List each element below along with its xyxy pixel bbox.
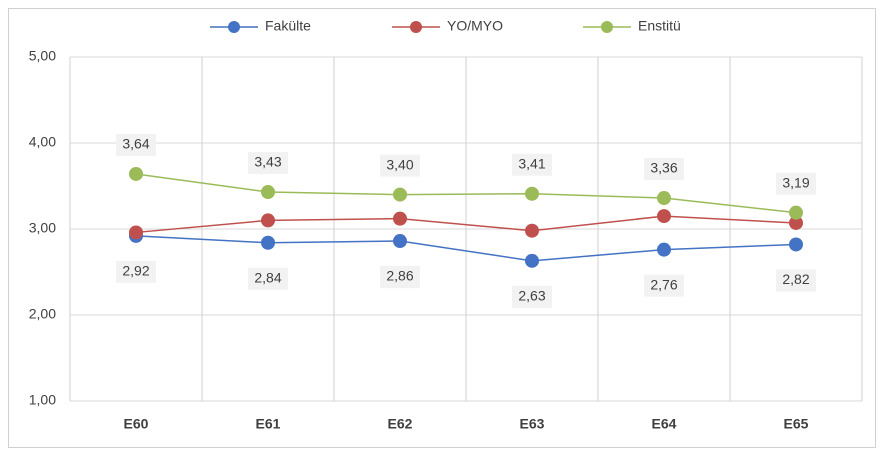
data-label-box — [644, 158, 684, 181]
data-point — [657, 191, 671, 206]
data-label-box — [776, 172, 816, 195]
data-label: 2,92 — [122, 263, 149, 279]
y-tick-label: 4,00 — [29, 134, 56, 150]
data-label: 3,43 — [254, 154, 281, 170]
legend-marker — [228, 21, 240, 33]
x-tick-label: E61 — [256, 416, 281, 432]
y-tick-label: 1,00 — [29, 392, 56, 408]
series-line — [135, 173, 797, 214]
data-label: 3,41 — [518, 155, 545, 171]
legend-marker — [410, 21, 422, 33]
legend-label: Enstitü — [638, 18, 681, 34]
data-label: 2,63 — [518, 288, 545, 304]
series-line — [135, 215, 797, 234]
x-tick-label: E63 — [520, 416, 545, 432]
data-label-box — [776, 269, 816, 292]
data-label: 3,19 — [782, 174, 809, 190]
data-point — [525, 186, 539, 201]
chart-border — [8, 8, 876, 448]
data-point — [393, 234, 407, 249]
data-point — [525, 223, 539, 238]
y-tick-label: 3,00 — [29, 220, 56, 236]
data-label-box — [116, 133, 156, 156]
data-label: 2,76 — [650, 276, 677, 292]
y-tick-label: 2,00 — [29, 306, 56, 322]
data-point — [657, 242, 671, 257]
data-point — [261, 235, 275, 250]
legend-label: YO/MYO — [447, 18, 503, 34]
data-point — [261, 185, 275, 200]
data-point — [261, 213, 275, 228]
y-tick-label: 5,00 — [29, 48, 56, 64]
data-label: 2,86 — [386, 268, 413, 284]
data-point — [129, 166, 143, 181]
data-label-box — [644, 274, 684, 297]
series-line — [135, 235, 797, 262]
data-label-box — [380, 266, 420, 289]
data-label-box — [248, 152, 288, 175]
data-label: 2,82 — [782, 271, 809, 287]
legend-marker — [601, 21, 613, 33]
x-tick-label: E65 — [784, 416, 809, 432]
data-label-box — [512, 153, 552, 176]
data-label: 2,84 — [254, 269, 281, 285]
data-point — [789, 205, 803, 220]
data-point — [393, 211, 407, 226]
data-label-box — [380, 154, 420, 177]
legend-label: Fakülte — [265, 18, 311, 34]
data-label: 3,40 — [386, 156, 413, 172]
x-tick-label: E60 — [124, 416, 149, 432]
x-tick-label: E64 — [652, 416, 677, 432]
data-point — [129, 225, 143, 240]
data-label-box — [116, 260, 156, 283]
data-label-box — [248, 267, 288, 290]
data-point — [393, 187, 407, 202]
data-label: 3,36 — [650, 160, 677, 176]
data-point — [789, 237, 803, 252]
data-label: 3,64 — [122, 136, 149, 152]
x-tick-label: E62 — [388, 416, 413, 432]
data-label-box — [512, 285, 552, 308]
data-point — [657, 209, 671, 224]
data-point — [789, 215, 803, 230]
data-point — [525, 253, 539, 268]
